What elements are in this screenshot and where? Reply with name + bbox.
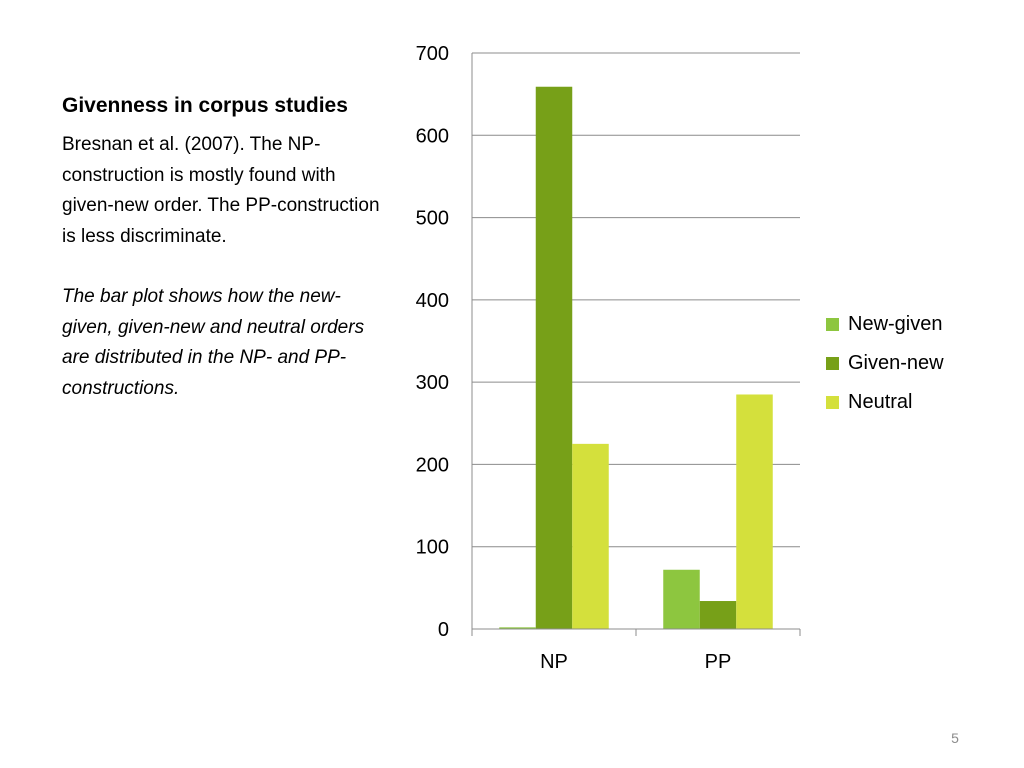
chart-caption-paragraph: The bar plot shows how the new-given, gi… xyxy=(62,286,365,399)
bar-neutral-np xyxy=(572,443,609,629)
y-tick-label: 700 xyxy=(416,43,449,65)
legend-item: Neutral xyxy=(826,383,944,422)
y-tick-label: 600 xyxy=(416,125,449,147)
legend-item: Given-new xyxy=(826,344,944,383)
x-tick-label: NP xyxy=(540,651,568,673)
y-tick-label: 300 xyxy=(416,372,449,394)
description-paragraph: Bresnan et al. (2007). The NP-constructi… xyxy=(62,134,380,247)
slide-text-panel: Givenness in corpus studies Bresnan et a… xyxy=(62,90,380,434)
legend-item: New-given xyxy=(826,305,944,344)
legend-label: Neutral xyxy=(848,391,913,413)
legend-label: New-given xyxy=(848,313,943,335)
x-tick-label: PP xyxy=(705,651,732,673)
bar-given-new-pp xyxy=(699,601,737,629)
legend-label: Given-new xyxy=(848,352,944,374)
chart-legend: New-given Given-new Neutral xyxy=(826,305,944,422)
y-tick-label: 400 xyxy=(416,290,449,312)
bar-given-new-np xyxy=(535,86,573,630)
legend-swatch xyxy=(826,396,839,409)
y-tick-label: 100 xyxy=(416,537,449,559)
legend-swatch xyxy=(826,357,839,370)
bar-neutral-pp xyxy=(736,394,773,629)
page-number: 5 xyxy=(951,730,959,746)
y-tick-label: 500 xyxy=(416,208,449,230)
y-tick-label: 200 xyxy=(416,454,449,476)
bar-new-given-pp xyxy=(663,569,700,629)
bar-new-given-np xyxy=(499,627,536,629)
y-tick-label: 0 xyxy=(438,619,449,641)
slide-title: Givenness in corpus studies xyxy=(62,94,348,117)
legend-swatch xyxy=(826,318,839,331)
